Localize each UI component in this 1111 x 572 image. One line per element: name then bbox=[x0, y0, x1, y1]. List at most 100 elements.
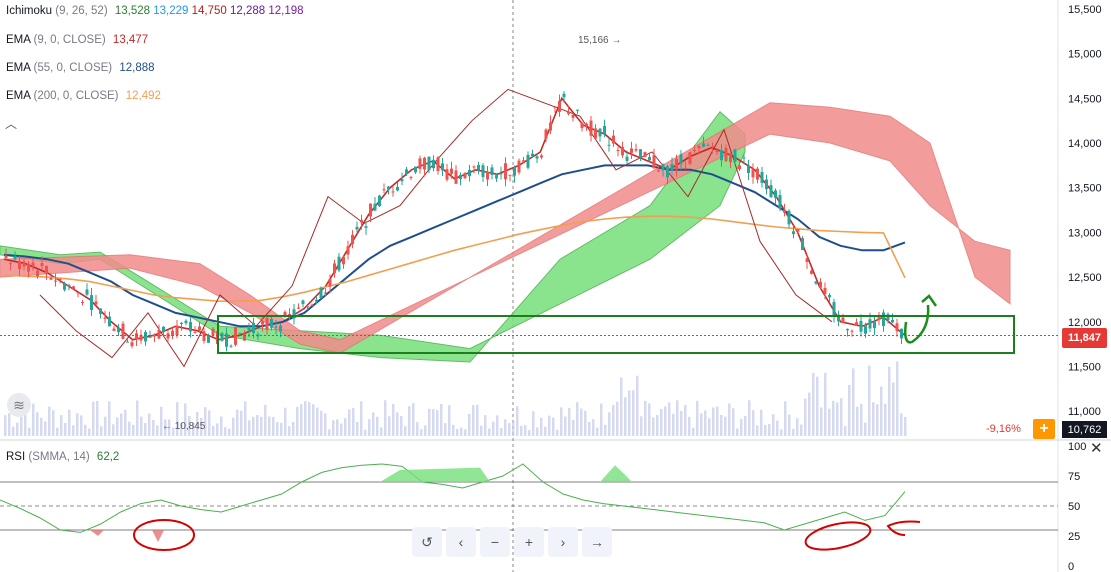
volume-bar bbox=[296, 407, 299, 436]
volume-bar bbox=[632, 390, 635, 436]
volume-bar bbox=[616, 401, 619, 436]
volume-bar bbox=[392, 403, 395, 436]
rsi-line bbox=[0, 463, 906, 533]
reset-icon[interactable]: ↺ bbox=[412, 527, 442, 557]
candle-body bbox=[841, 317, 845, 323]
volume-bar bbox=[780, 429, 783, 436]
drawn-circle bbox=[804, 521, 872, 551]
chevron-up-icon[interactable]: ︿ bbox=[4, 116, 17, 131]
volume-bar bbox=[484, 415, 487, 436]
candle-body bbox=[634, 149, 638, 151]
volume-bar bbox=[732, 408, 735, 436]
volume-bar bbox=[524, 425, 527, 436]
low-price-tag: 10,762 bbox=[1062, 421, 1107, 438]
candle-body bbox=[459, 174, 462, 180]
volume-bar bbox=[376, 416, 379, 436]
candle-body bbox=[31, 262, 35, 267]
rsi-tick-label: 50 bbox=[1068, 501, 1080, 513]
candle-body bbox=[148, 336, 152, 338]
volume-bar bbox=[848, 384, 851, 436]
ichimoku-value: 12,288 bbox=[226, 5, 266, 17]
volume-bar bbox=[420, 429, 423, 436]
volume-bar bbox=[556, 429, 559, 436]
chevron-left-icon[interactable]: ‹ bbox=[446, 527, 476, 557]
volume-bar bbox=[480, 425, 483, 436]
candle-body bbox=[337, 256, 341, 271]
volume-bar bbox=[168, 419, 171, 436]
arrow-right-icon[interactable]: → bbox=[582, 527, 612, 557]
chevron-right-icon[interactable]: › bbox=[548, 527, 578, 557]
volume-bar bbox=[40, 417, 43, 436]
close-icon[interactable]: ✕ bbox=[1090, 440, 1103, 457]
candle-body bbox=[724, 147, 728, 162]
volume-bar bbox=[272, 416, 275, 436]
legend-ema200[interactable]: EMA (200, 0, CLOSE) 12,492 bbox=[6, 90, 161, 102]
volume-bar bbox=[240, 410, 243, 436]
candle-body bbox=[414, 166, 417, 173]
candle-body bbox=[747, 166, 750, 173]
volume-bar bbox=[36, 412, 39, 436]
volume-bar bbox=[364, 429, 367, 436]
candle-body bbox=[796, 229, 800, 232]
candle-body bbox=[292, 309, 296, 319]
volume-bar bbox=[264, 404, 267, 436]
volume-bar bbox=[888, 366, 891, 436]
plus-icon[interactable]: + bbox=[514, 527, 544, 557]
y-tick-label: 15,000 bbox=[1068, 49, 1102, 61]
candle-body bbox=[711, 146, 714, 148]
volume-bar bbox=[404, 426, 407, 436]
volume-bar bbox=[880, 386, 883, 436]
candle-body bbox=[423, 157, 426, 170]
candle-body bbox=[652, 155, 656, 169]
volume-bar bbox=[396, 412, 399, 436]
volume-bar bbox=[432, 409, 435, 436]
volume-bar bbox=[324, 413, 327, 436]
candle-body bbox=[576, 109, 579, 111]
volume-bar bbox=[672, 413, 675, 436]
candle-body bbox=[193, 331, 197, 333]
candle-body bbox=[720, 149, 723, 161]
legend-params: (200, 0, CLOSE) bbox=[33, 90, 119, 102]
candle-body bbox=[328, 278, 332, 287]
candle-body bbox=[396, 186, 399, 191]
candle-body bbox=[540, 155, 543, 158]
candle-body bbox=[468, 169, 471, 177]
rsi-tick-label: 75 bbox=[1068, 471, 1080, 483]
y-tick-label: 12,500 bbox=[1068, 272, 1102, 284]
plus-icon[interactable]: + bbox=[1033, 419, 1055, 439]
volume-bar bbox=[284, 407, 287, 436]
volume-bar bbox=[228, 428, 231, 436]
candle-body bbox=[85, 289, 89, 295]
legend-value: 13,477 bbox=[112, 34, 149, 46]
candle-body bbox=[562, 93, 566, 98]
candle-body bbox=[630, 148, 633, 153]
candle-body bbox=[549, 122, 552, 131]
legend-ichimoku[interactable]: Ichimoku (9, 26, 52) 13,528 13,229 14,75… bbox=[6, 5, 304, 17]
volume-bar bbox=[64, 422, 67, 436]
candle-body bbox=[612, 135, 615, 144]
minus-icon[interactable]: − bbox=[480, 527, 510, 557]
volume-bar bbox=[16, 422, 19, 436]
candle-body bbox=[346, 246, 350, 255]
candle-body bbox=[558, 100, 561, 112]
volume-bar bbox=[300, 404, 303, 436]
volume-bar bbox=[344, 418, 347, 436]
candle-body bbox=[787, 210, 791, 225]
rsi-tick-label: 0 bbox=[1068, 561, 1074, 572]
legend-rsi[interactable]: RSI (SMMA, 14) 62,2 bbox=[6, 451, 119, 463]
volume-bar bbox=[816, 376, 819, 436]
volume-bar bbox=[612, 405, 615, 436]
volume-bar bbox=[4, 415, 7, 436]
candle-body bbox=[171, 330, 174, 336]
candle-body bbox=[189, 322, 192, 332]
volume-bar bbox=[784, 401, 787, 436]
legend-ema9[interactable]: EMA (9, 0, CLOSE) 13,477 bbox=[6, 34, 148, 46]
legend-ema55[interactable]: EMA (55, 0, CLOSE) 12,888 bbox=[6, 62, 155, 74]
volume-bar bbox=[216, 423, 219, 436]
volume-bar bbox=[184, 403, 187, 436]
candle-body bbox=[706, 144, 710, 146]
volume-bar bbox=[604, 424, 607, 436]
high-marker: 15,166 → bbox=[578, 35, 621, 46]
drawn-rectangle bbox=[217, 315, 1015, 354]
